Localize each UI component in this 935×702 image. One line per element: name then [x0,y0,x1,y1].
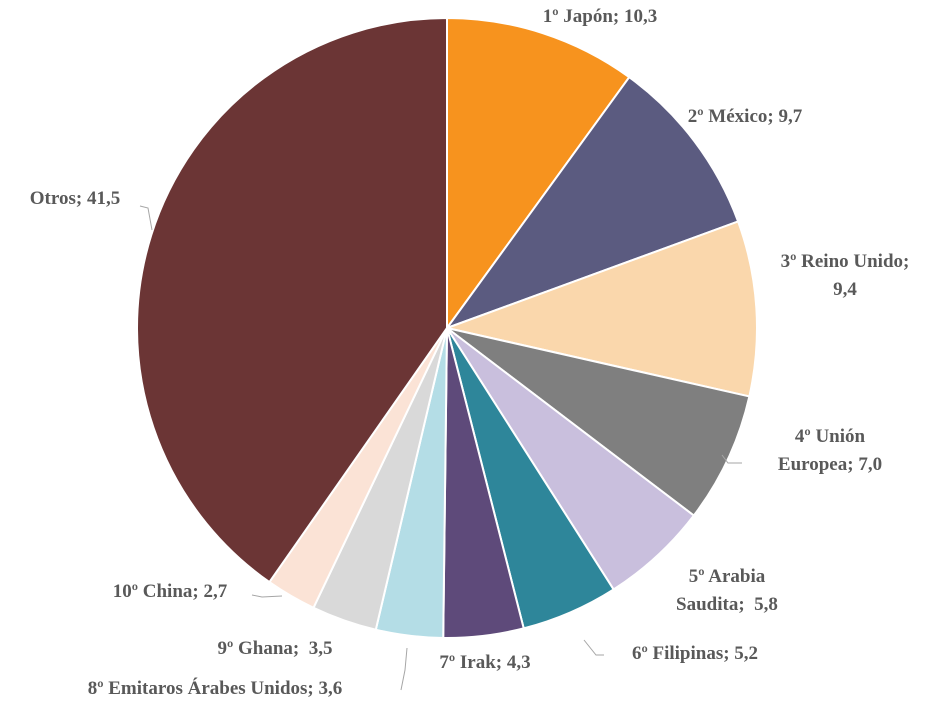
leader-line [583,639,604,656]
data-label: 3º Reino Unido; 9,4 [781,251,910,300]
data-label: 10º China; 2,7 [113,581,228,602]
data-label: 6º Filipinas; 5,2 [632,643,758,664]
data-label: 2º México; 9,7 [688,106,803,127]
leader-line [721,454,742,464]
data-label: 1º Japón; 10,3 [543,6,657,27]
data-label: 4º Unión Europea; 7,0 [778,426,882,475]
data-label: 7º Irak; 4,3 [439,652,530,673]
data-label: 8º Emitaros Árabes Unidos; 3,6 [88,677,343,699]
leader-line [251,594,283,598]
pie-slice [444,75,740,331]
pie-slice [443,220,758,398]
leader-line [400,647,408,691]
pie-slice [446,327,751,517]
data-label: Otros; 41,5 [30,188,120,209]
pie-slice [446,16,631,332]
data-label: 9º Ghana; 3,5 [217,638,332,659]
leader-line [139,205,153,231]
pie-slice [136,16,448,584]
data-label: 5º Arabia Saudita; 5,8 [676,566,778,615]
